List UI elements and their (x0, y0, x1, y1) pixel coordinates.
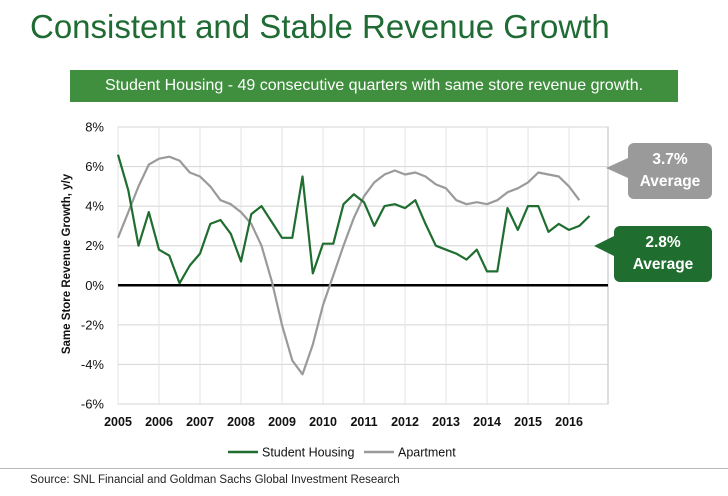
revenue-growth-chart: 8% 6% 4% 2% 0% -2% -4% -6% 2005 2006 2007 2008 2009… (61, 120, 609, 460)
student-average-value: 2.8% (645, 234, 681, 251)
student-callout-pointer (594, 236, 614, 256)
footer-divider (0, 468, 728, 469)
source-note: Source: SNL Financial and Goldman Sachs … (30, 474, 400, 486)
page-title: Consistent and Stable Revenue Growth (30, 8, 610, 45)
x-tick-label: 2014 (473, 415, 501, 429)
plot-area (117, 126, 609, 405)
student-average-label: Average (632, 256, 694, 273)
x-tick-label: 2011 (350, 415, 377, 429)
x-tick-label: 2012 (391, 415, 419, 429)
y-tick-label: -4% (81, 357, 105, 372)
legend-apartment-label: Apartment (398, 446, 456, 460)
y-axis-title: Same Store Revenue Growth, y/y (61, 173, 73, 354)
y-tick-label: 2% (85, 238, 104, 253)
x-tick-label: 2007 (186, 415, 214, 429)
headline-banner: Student Housing - 49 consecutive quarter… (70, 70, 678, 102)
x-tick-label: 2005 (104, 415, 132, 429)
y-tick-label: 8% (85, 120, 104, 135)
x-tick-label: 2008 (227, 415, 255, 429)
x-tick-label: 2010 (309, 415, 337, 429)
legend-student-housing-label: Student Housing (262, 446, 354, 460)
x-tick-label: 2009 (268, 415, 296, 429)
y-tick-label: -6% (81, 397, 105, 412)
y-tick-label: 6% (85, 159, 104, 174)
apartment-average-value: 3.7% (652, 151, 688, 168)
apartment-average-callout: 3.7% Average (628, 143, 712, 199)
apartment-line (116, 155, 581, 376)
x-tick-label: 2016 (555, 415, 583, 429)
apartment-average-label: Average (639, 173, 701, 190)
x-tick-label: 2013 (432, 415, 460, 429)
x-tick-label: 2006 (145, 415, 173, 429)
x-tick-label: 2015 (514, 415, 542, 429)
student-average-callout: 2.8% Average (614, 226, 712, 282)
y-tick-label: 4% (85, 199, 104, 214)
apartment-callout-pointer (606, 158, 628, 178)
y-tick-label: 0% (85, 278, 104, 293)
y-tick-label: -2% (81, 317, 105, 332)
student-housing-line (116, 154, 591, 285)
